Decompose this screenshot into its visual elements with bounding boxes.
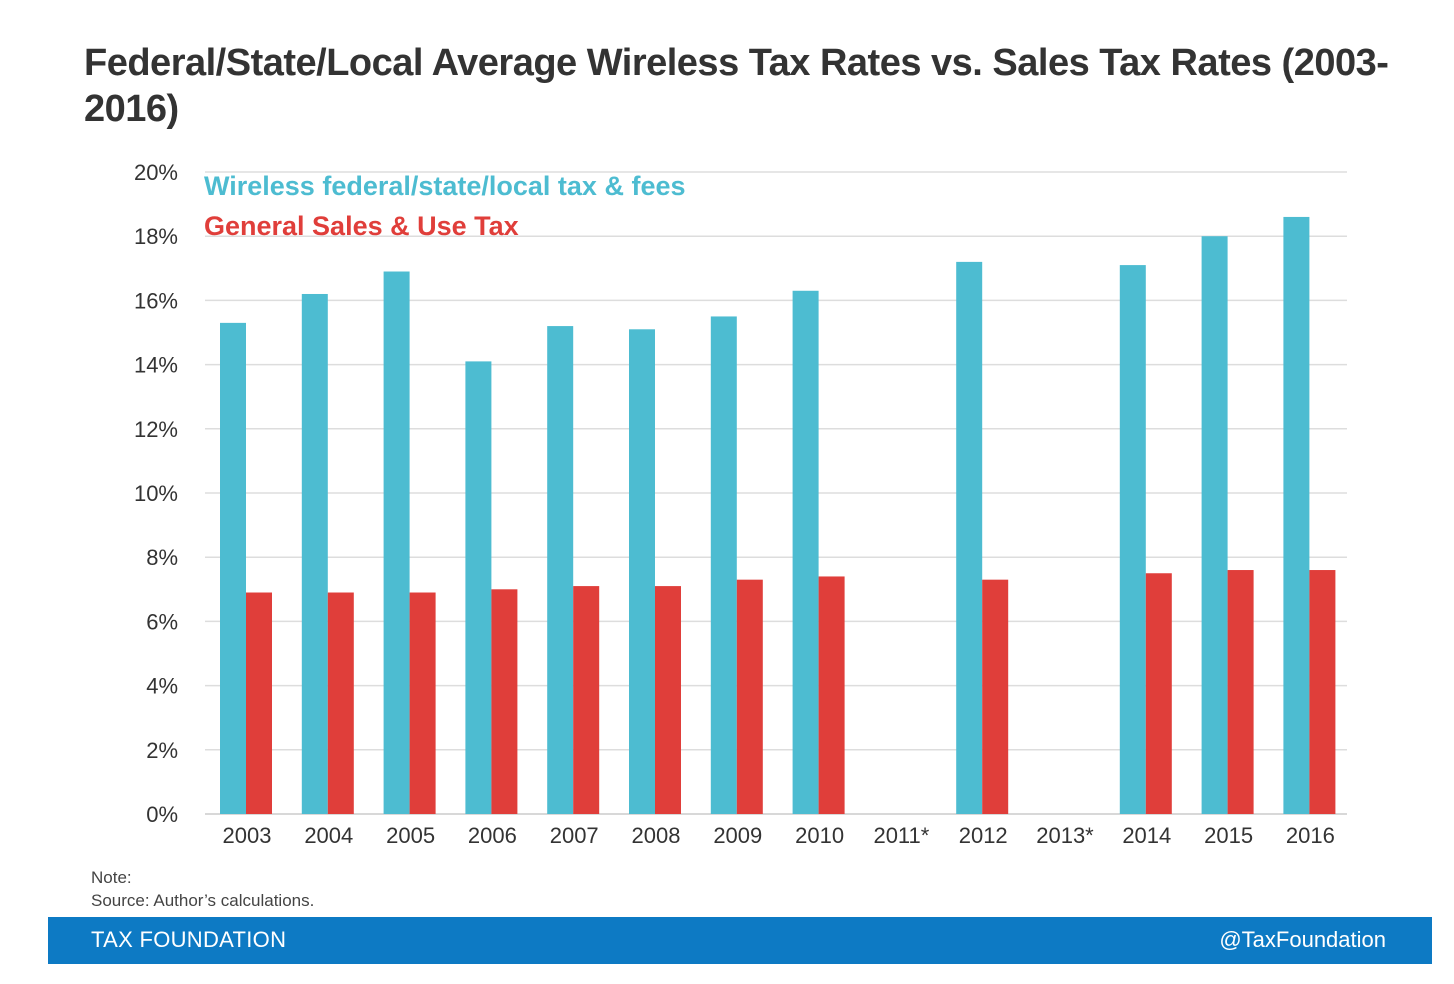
brand-name: TAX FOUNDATION bbox=[91, 927, 287, 952]
bar-wireless bbox=[1201, 236, 1228, 814]
x-axis-ticks: 2003 2004 2005 2006 2007 2008 2009 2010 2011* 201… bbox=[223, 823, 1335, 848]
bar-sales-tax bbox=[818, 576, 845, 814]
y-tick-label: 4% bbox=[146, 674, 178, 699]
bar-wireless bbox=[792, 290, 819, 814]
bar-sales-tax bbox=[736, 579, 763, 814]
x-tick-label: 2011* bbox=[873, 823, 929, 848]
bar-sales-tax bbox=[655, 586, 681, 814]
bar-wireless bbox=[547, 326, 574, 814]
x-tick-label: 2016 bbox=[1286, 823, 1335, 848]
chart-note: Note: Source: Author’s calculations. bbox=[91, 866, 314, 912]
footer-bar: TAX FOUNDATION @TaxFoundation bbox=[48, 917, 1432, 964]
x-tick-label: 2006 bbox=[468, 823, 517, 848]
bar-wireless bbox=[301, 293, 328, 815]
legend-entry: Wireless federal/state/local tax & fees bbox=[204, 171, 686, 201]
x-tick-label: 2004 bbox=[304, 823, 353, 848]
bar-wireless bbox=[383, 271, 410, 814]
chart-title: Federal/State/Local Average Wireless Tax… bbox=[84, 42, 1389, 130]
y-tick-label: 14% bbox=[134, 353, 178, 378]
x-tick-label: 2013* bbox=[1036, 823, 1094, 848]
y-tick-label: 20% bbox=[134, 160, 178, 185]
y-tick-label: 16% bbox=[134, 288, 178, 313]
bar-wireless bbox=[220, 322, 246, 814]
bar-sales-tax bbox=[573, 586, 600, 814]
bars bbox=[220, 216, 1336, 815]
bar-wireless bbox=[956, 261, 983, 814]
x-tick-label: 2014 bbox=[1122, 823, 1171, 848]
bar-wireless bbox=[629, 329, 655, 814]
bar-wireless bbox=[1119, 265, 1146, 815]
legend: Wireless federal/state/local tax & fees G… bbox=[204, 171, 686, 241]
x-tick-label: 2010 bbox=[795, 823, 844, 848]
bar-wireless bbox=[465, 361, 492, 814]
bar-sales-tax bbox=[409, 592, 436, 814]
x-tick-label: 2012 bbox=[959, 823, 1008, 848]
x-tick-label: 2015 bbox=[1204, 823, 1253, 848]
twitter-handle[interactable]: @TaxFoundation bbox=[1219, 927, 1386, 952]
bar-sales-tax bbox=[1227, 570, 1254, 814]
y-tick-label: 10% bbox=[134, 481, 178, 506]
bar-chart: 0%2%4%6%8%10%12%14%16%18%20% 2003 2004 200… bbox=[134, 160, 1347, 848]
bar-sales-tax bbox=[491, 589, 518, 814]
y-tick-label: 6% bbox=[146, 609, 178, 634]
bar-wireless bbox=[710, 316, 737, 814]
x-tick-label: 2008 bbox=[632, 823, 681, 848]
y-tick-label: 2% bbox=[146, 738, 178, 763]
bar-sales-tax bbox=[1145, 573, 1172, 814]
bar-sales-tax bbox=[327, 592, 354, 814]
source-text: Source: Author’s calculations. bbox=[91, 891, 315, 910]
x-tick-label: 2009 bbox=[713, 823, 762, 848]
y-tick-label: 18% bbox=[134, 224, 178, 249]
y-tick-label: 8% bbox=[146, 545, 178, 570]
bar-sales-tax bbox=[982, 579, 1009, 814]
bar-wireless bbox=[1283, 216, 1310, 814]
gridlines bbox=[205, 171, 1347, 815]
legend-entry: General Sales & Use Tax bbox=[204, 211, 519, 241]
note-label: Note: bbox=[91, 868, 132, 887]
x-tick-label: 2007 bbox=[550, 823, 599, 848]
y-tick-label: 0% bbox=[146, 802, 178, 827]
bar-sales-tax bbox=[246, 592, 272, 814]
y-axis-ticks: 0% 2% 4% 6% 8% 10% 12% 14% 16% 18% 20% bbox=[134, 160, 178, 827]
x-tick-label: 2003 bbox=[223, 823, 272, 848]
bar-sales-tax bbox=[1309, 570, 1336, 814]
y-tick-label: 12% bbox=[134, 417, 178, 442]
x-tick-label: 2005 bbox=[386, 823, 435, 848]
